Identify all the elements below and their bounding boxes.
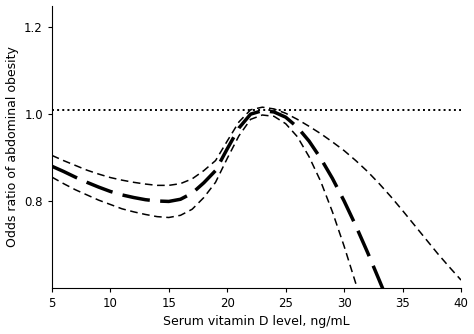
- Y-axis label: Odds ratio of abdominal obesity: Odds ratio of abdominal obesity: [6, 46, 18, 247]
- X-axis label: Serum vitamin D level, ng/mL: Serum vitamin D level, ng/mL: [163, 315, 350, 328]
